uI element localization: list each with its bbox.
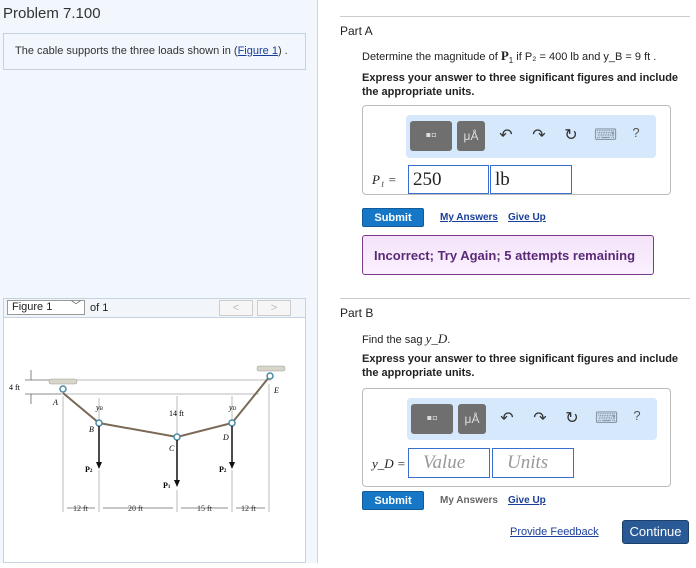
part-a-divider [340, 16, 690, 17]
part-b-give-up-link[interactable]: Give Up [508, 495, 546, 506]
part-b-answer-box: ▪▫ μÅ ↶ ↷ ↻ ⌨ ? y_D = Value Units [362, 388, 671, 487]
part-a-answer-box: ▪▫ μÅ ↶ ↷ ↻ ⌨ ? P₁ = 250 lb [362, 105, 671, 195]
chevron-down-icon: ﹀ [71, 301, 81, 312]
arrow-d [229, 462, 235, 469]
keyboard-icon[interactable]: ⌨ [595, 410, 619, 427]
label-p2-d: P2 [219, 465, 227, 474]
problem-statement: The cable supports the three loads shown… [3, 33, 306, 70]
yd-value-input[interactable]: Value [408, 448, 490, 478]
label-4ft: 4 ft [9, 383, 21, 392]
dim-20ft: 20 ft [128, 504, 144, 513]
reset-icon[interactable]: ↻ [565, 410, 579, 427]
next-figure-button[interactable]: > [257, 300, 291, 316]
part-b-divider [340, 298, 690, 299]
label-d: D [222, 433, 229, 442]
part-a-label: Part A [340, 24, 373, 38]
part-a-question: Determine the magnitude of P1 if P₂ = 40… [362, 48, 657, 66]
part-b-question: Find the sag y_D. [362, 331, 451, 346]
label-p2-b: P2 [85, 465, 93, 474]
figure-toolbar: Figure 1 ﹀ of 1 < > [3, 298, 306, 318]
part-b-label: Part B [340, 306, 374, 320]
part-b-submit-button[interactable]: Submit [362, 491, 424, 510]
statement-end: ) . [277, 45, 288, 57]
redo-icon[interactable]: ↷ [533, 410, 547, 427]
p1-label: P₁ = [372, 172, 397, 187]
label-14ft: 14 ft [169, 409, 185, 418]
label-e: E [273, 386, 279, 395]
continue-button[interactable]: Continue [622, 520, 689, 544]
label-p1: P1 [163, 481, 171, 490]
label-c: C [169, 444, 175, 453]
problem-title: Problem 7.100 [3, 5, 101, 22]
ring-d [228, 419, 236, 427]
figure-link[interactable]: Figure 1 [237, 45, 278, 57]
units-button[interactable]: μÅ [457, 121, 485, 151]
arrow-c [174, 480, 180, 487]
help-icon[interactable]: ? [633, 408, 641, 423]
figure-count: of 1 [90, 302, 109, 314]
part-a-my-answers-link[interactable]: My Answers [440, 212, 498, 223]
ring-c [173, 433, 181, 441]
dim-12ft-left: 12 ft [73, 504, 89, 513]
support-e [256, 365, 286, 372]
label-yb: yB [95, 403, 103, 412]
undo-icon[interactable]: ↶ [499, 127, 513, 144]
math-toolbar: ▪▫ μÅ ↶ ↷ ↻ ⌨ ? [407, 398, 657, 440]
units-button[interactable]: μÅ [458, 404, 486, 434]
figure-select[interactable]: Figure 1 ﹀ [7, 300, 85, 315]
dim-12ft-right: 12 ft [241, 504, 257, 513]
help-icon[interactable]: ? [632, 125, 640, 140]
feedback-incorrect: Incorrect; Try Again; 5 attempts remaini… [362, 235, 654, 275]
cable-diagram: A B C D E yB yD 14 ft 4 ft P2 P1 P2 12 f… [9, 365, 286, 513]
part-a-instructions: Express your answer to three significant… [362, 72, 679, 98]
ring-b [95, 419, 103, 427]
templates-button[interactable]: ▪▫ [410, 121, 452, 151]
part-a-submit-button[interactable]: Submit [362, 208, 424, 227]
hook-a [59, 385, 67, 393]
part-b-my-answers-link[interactable]: My Answers [440, 495, 498, 506]
figure-select-value: Figure 1 [12, 301, 53, 313]
arrow-b [96, 462, 102, 469]
dim-15ft: 15 ft [197, 504, 213, 513]
problem-panel: Problem 7.100 The cable supports the thr… [0, 0, 318, 563]
support-a [48, 378, 78, 385]
statement-text: The cable supports the three loads shown… [15, 45, 238, 57]
prev-figure-button[interactable]: < [219, 300, 253, 316]
provide-feedback-link[interactable]: Provide Feedback [510, 526, 599, 538]
templates-button[interactable]: ▪▫ [411, 404, 453, 434]
label-a: A [52, 398, 58, 407]
p1-value-input[interactable]: 250 [408, 165, 489, 194]
yd-units-input[interactable]: Units [492, 448, 574, 478]
p1-units-input[interactable]: lb [490, 165, 572, 194]
part-a-give-up-link[interactable]: Give Up [508, 212, 546, 223]
reset-icon[interactable]: ↻ [564, 127, 578, 144]
yd-label: y_D = [372, 456, 406, 471]
label-yd: yD [228, 403, 237, 412]
figure-panel: A B C D E yB yD 14 ft 4 ft P2 P1 P2 12 f… [3, 318, 306, 563]
keyboard-icon[interactable]: ⌨ [594, 127, 618, 144]
redo-icon[interactable]: ↷ [532, 127, 546, 144]
part-b-instructions: Express your answer to three significant… [362, 353, 679, 379]
hook-e [266, 372, 274, 380]
cable [62, 375, 271, 439]
label-b: B [89, 425, 94, 434]
undo-icon[interactable]: ↶ [500, 410, 514, 427]
math-toolbar: ▪▫ μÅ ↶ ↷ ↻ ⌨ ? [406, 115, 656, 158]
